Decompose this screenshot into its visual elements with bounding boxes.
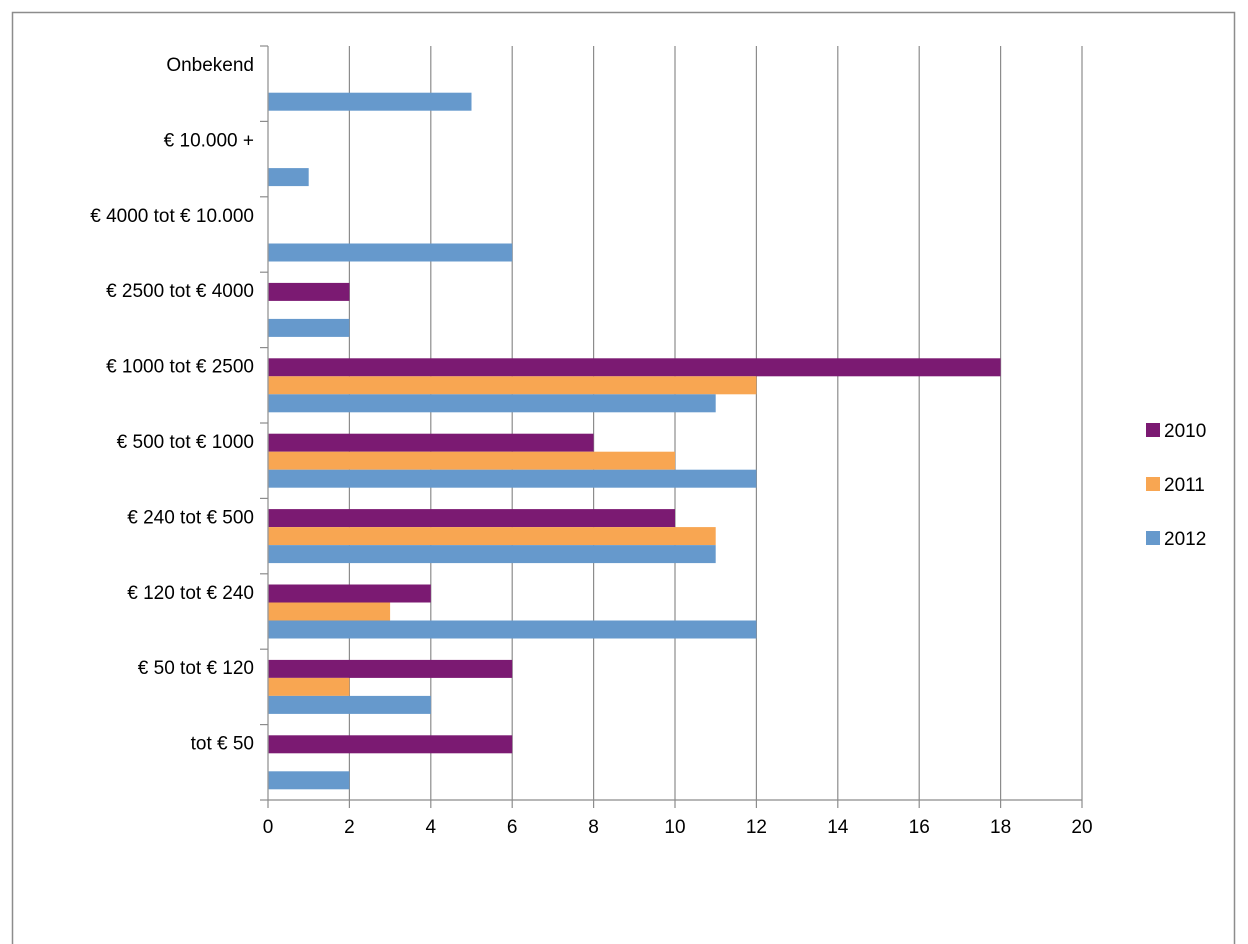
category-label: € 1000 tot € 2500: [106, 357, 254, 378]
x-tick-label: 16: [909, 817, 930, 838]
x-tick-label: 0: [263, 817, 274, 838]
x-tick-label: 20: [1071, 817, 1092, 838]
category-label: € 4000 tot € 10.000: [90, 206, 254, 227]
legend-swatch-2010: [1146, 423, 1160, 437]
bar-2010: [268, 584, 431, 603]
bar-2011: [268, 527, 716, 546]
legend-label: 2011: [1164, 475, 1205, 496]
bar-2012: [268, 318, 350, 337]
x-tick-label: 8: [588, 817, 599, 838]
legend-swatch-2011: [1146, 477, 1160, 491]
category-label: € 50 tot € 120: [138, 658, 254, 679]
category-label: € 10.000 +: [164, 130, 254, 151]
bar-2010: [268, 282, 350, 301]
bar-2011: [268, 602, 391, 621]
category-label: € 120 tot € 240: [127, 583, 254, 604]
bar-2012: [268, 394, 716, 413]
x-tick-label: 14: [827, 817, 849, 838]
bar-2011: [268, 677, 350, 696]
grid-layer: [348, 46, 1083, 800]
bar-2012: [268, 243, 513, 262]
category-label: Onbekend: [166, 55, 254, 76]
legend-label: 2010: [1164, 421, 1206, 442]
bar-2012: [268, 620, 757, 639]
category-label: € 240 tot € 500: [127, 507, 254, 528]
legend: 2010 2011 2012: [1146, 421, 1206, 550]
bar-2010: [268, 358, 1001, 377]
x-tick-label: 6: [507, 817, 518, 838]
bar-2011: [268, 451, 675, 470]
category-label: € 500 tot € 1000: [117, 432, 254, 453]
bar-2010: [268, 735, 513, 754]
axis-layer: 0 2 4 6 8 10 12 14 16 18 20 tot € 50 € 50 tot € 120 €…: [90, 45, 1093, 838]
bar-2012: [268, 92, 472, 111]
bar-2012: [268, 469, 757, 488]
legend-label: 2012: [1164, 529, 1206, 550]
bar-2010: [268, 433, 594, 452]
category-label: € 2500 tot € 4000: [106, 281, 254, 302]
bar-layer: [268, 92, 1001, 790]
x-tick-label: 18: [990, 817, 1011, 838]
bar-2012: [268, 168, 309, 187]
legend-swatch-2012: [1146, 531, 1160, 545]
x-tick-label: 4: [426, 817, 437, 838]
bar-2010: [268, 509, 675, 528]
bar-2012: [268, 695, 431, 714]
bar-2012: [268, 771, 350, 790]
bar-2010: [268, 659, 513, 678]
bar-2011: [268, 376, 757, 395]
x-tick-label: 2: [344, 817, 355, 838]
x-tick-label: 10: [664, 817, 685, 838]
category-label: tot € 50: [191, 734, 254, 755]
bar-2012: [268, 545, 716, 564]
x-tick-label: 12: [746, 817, 767, 838]
